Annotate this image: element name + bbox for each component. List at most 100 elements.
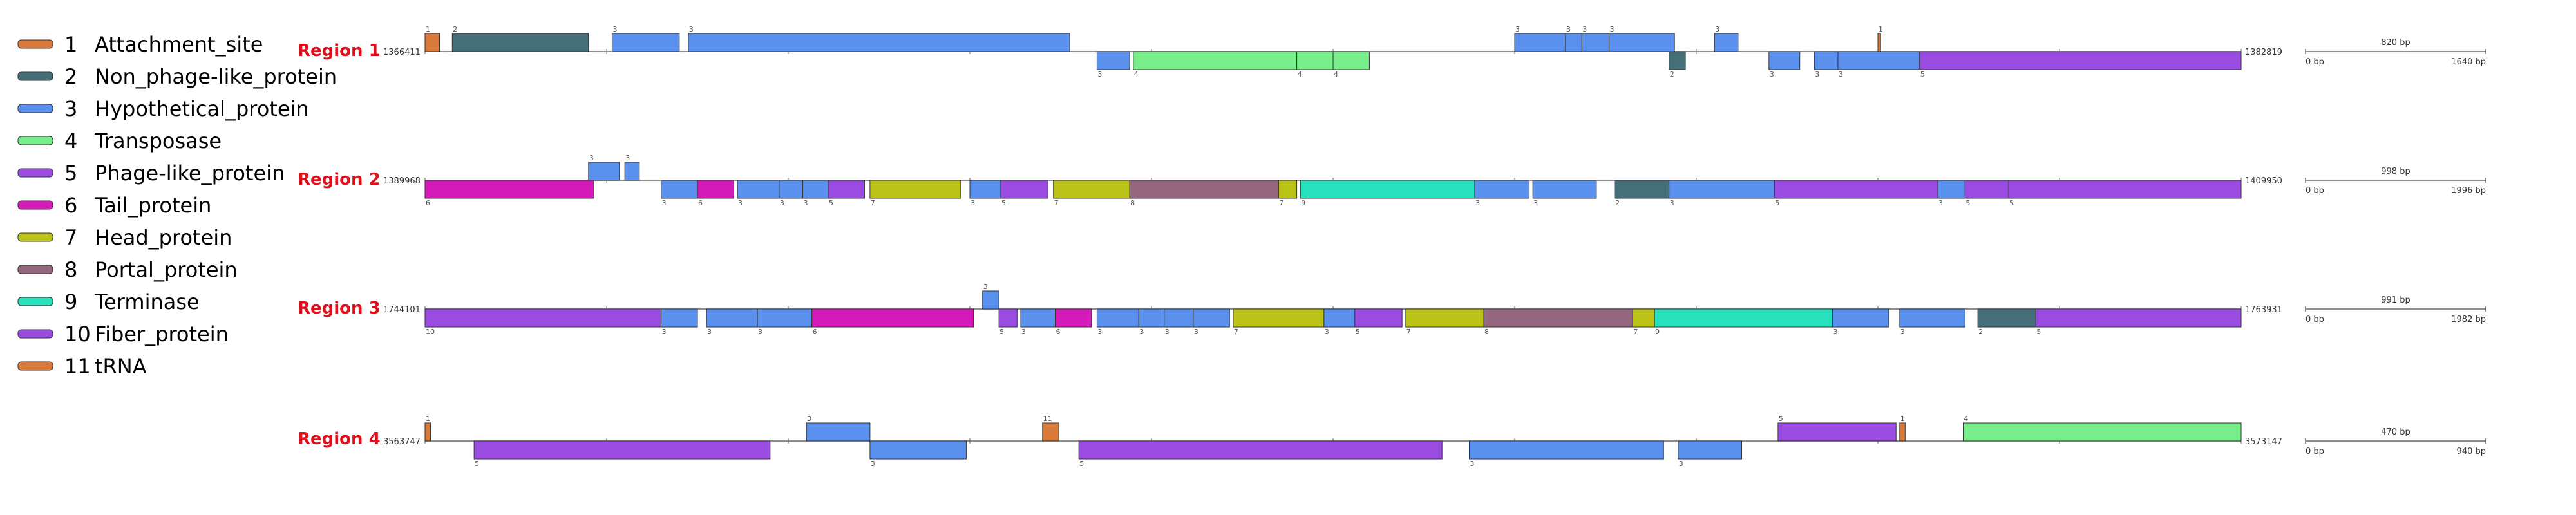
gene-block: [424, 180, 594, 199]
region-scale-bar: 991 bp 0 bp 1982 bp: [2305, 295, 2486, 324]
scale-mid-label: 998 bp: [2381, 167, 2410, 176]
legend-name-6: Tail_protein: [94, 193, 211, 218]
gene-block: [757, 308, 813, 328]
gene-block: [1138, 308, 1165, 328]
gene-type-label: 11: [1043, 415, 1052, 423]
gene-type-label: 2: [453, 25, 457, 33]
region-scale-bar: 820 bp 0 bp 1640 bp: [2305, 38, 2486, 67]
gene-type-label: 5: [2009, 199, 2014, 207]
gene-block: [1053, 180, 1130, 199]
gene-block: [1233, 308, 1325, 328]
gene-type-label: 3: [1194, 328, 1198, 336]
gene-block: [1614, 180, 1670, 199]
gene-block: [1193, 308, 1230, 328]
gene-type-label: 7: [871, 199, 875, 207]
gene-block: [1609, 33, 1675, 52]
region-label: Region 4: [298, 429, 381, 449]
gene-block: [869, 440, 967, 460]
gene-type-label: 9: [1301, 199, 1305, 207]
scale-end-label: 1982 bp: [2451, 315, 2486, 324]
gene-block: [1565, 33, 1582, 52]
legend-name-5: Phage-like_protein: [95, 161, 285, 185]
legend-item-3: 3 Hypothetical_protein: [17, 97, 309, 121]
legend-num-11: 11: [64, 354, 91, 379]
gene-block: [1096, 51, 1130, 70]
gene-block: [1078, 440, 1443, 460]
region-end-coord: 1409950: [2245, 176, 2282, 186]
gene-type-label: 3: [1610, 25, 1615, 33]
gene-block: [982, 290, 999, 310]
gene-type-label: 3: [1566, 25, 1571, 33]
legend-name-8: Portal_protein: [95, 258, 238, 282]
gene-type-label: 10: [426, 328, 435, 336]
gene-block: [811, 308, 974, 328]
legend-swatch-1: [17, 39, 53, 49]
gene-block: [661, 308, 698, 328]
region-scale-bar: 998 bp 0 bp 1996 bp: [2305, 167, 2486, 196]
gene-type-label: 7: [1279, 199, 1283, 207]
region-scale-bar: 470 bp 0 bp 940 bp: [2305, 427, 2486, 456]
gene-block: [998, 308, 1018, 328]
legend-item-11: 11 tRNA: [17, 354, 147, 379]
gene-block: [1899, 308, 1965, 328]
gene-type-label: 5: [1920, 70, 1925, 79]
gene-type-label: 4: [1134, 70, 1139, 79]
legend-item-8: 8 Portal_protein: [17, 258, 238, 282]
gene-block: [1832, 308, 1889, 328]
gene-type-label: 3: [758, 328, 762, 336]
gene-type-label: 6: [426, 199, 430, 207]
scale-start-label: 0 bp: [2306, 186, 2324, 196]
gene-type-label: 3: [1165, 328, 1170, 336]
gene-type-label: 7: [1234, 328, 1238, 336]
gene-block: [1296, 51, 1334, 70]
gene-type-label: 3: [1900, 328, 1905, 336]
gene-type-label: 3: [612, 25, 617, 33]
gene-block: [1042, 422, 1059, 442]
gene-block: [1768, 51, 1801, 70]
region-1: Region 1 1366411 1382819 820 bp 0 bp 164…: [298, 25, 2486, 79]
gene-type-label: 3: [1325, 328, 1329, 336]
legend-name-10: Fiber_protein: [95, 322, 229, 346]
region-start-coord: 1366411: [383, 48, 421, 57]
gene-block: [806, 422, 871, 442]
scale-start-label: 0 bp: [2306, 315, 2324, 324]
scale-end-label: 1996 bp: [2451, 186, 2486, 196]
scale-start-label: 0 bp: [2306, 57, 2324, 67]
gene-block: [661, 180, 698, 199]
gene-block: [1055, 308, 1092, 328]
gene-block: [1020, 308, 1056, 328]
gene-block: [1877, 33, 1881, 52]
legend-swatch-7: [17, 232, 53, 242]
legend-name-4: Transposase: [94, 129, 222, 153]
gene-block: [1774, 180, 1938, 199]
gene-block: [473, 440, 771, 460]
gene-block: [1474, 180, 1530, 199]
legend-num-7: 7: [64, 225, 77, 250]
gene-block: [424, 33, 440, 52]
gene-type-label: 1: [1879, 25, 1883, 33]
gene-type-label: 3: [1770, 70, 1774, 79]
gene-type-label: 7: [1406, 328, 1411, 336]
gene-block: [424, 422, 431, 442]
gene-block: [737, 180, 780, 199]
gene-block: [1669, 180, 1775, 199]
legend-swatch-5: [17, 168, 53, 178]
gene-block: [869, 180, 961, 199]
gene-block: [1814, 51, 1839, 70]
gene-block: [1300, 180, 1475, 199]
gene-block: [1977, 308, 2036, 328]
gene-track: 6 3 3 3 6 3 3 3 5 7 3 5 7 8 7 9 3 3 2 3 5 3 5 5: [424, 154, 2242, 207]
legend-item-1: 1 Attachment_site: [17, 32, 263, 57]
legend-name-2: Non_phage-like_protein: [95, 64, 337, 89]
legend-name-9: Terminase: [94, 290, 200, 314]
gene-type-label: 3: [1582, 25, 1587, 33]
region-4: Region 4 3563747 3573147 470 bp 0 bp 940…: [298, 415, 2486, 468]
gene-type-label: 5: [1965, 199, 1970, 207]
gene-type-label: 3: [1715, 25, 1719, 33]
gene-block: [1354, 308, 1403, 328]
legend-num-5: 5: [64, 161, 77, 185]
gene-block: [1514, 33, 1566, 52]
gene-type-label: 3: [780, 199, 784, 207]
legend-item-4: 4 Transposase: [17, 129, 222, 153]
gene-block: [828, 180, 865, 199]
